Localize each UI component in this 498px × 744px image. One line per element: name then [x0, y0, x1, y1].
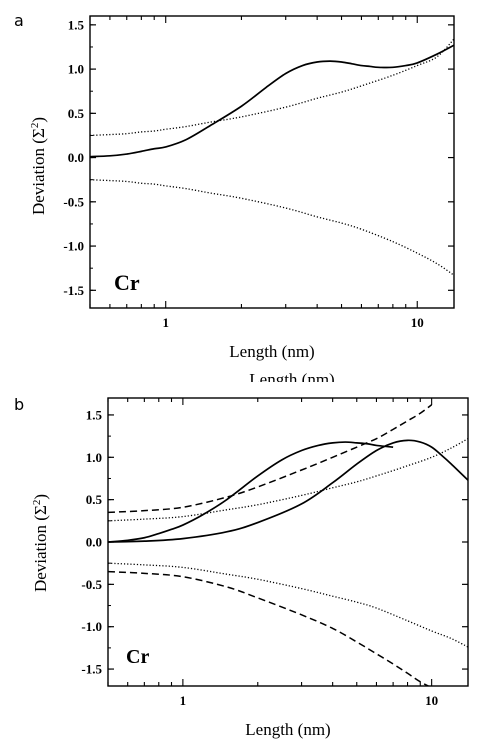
y-axis-title-main: Deviation (Σ — [29, 128, 48, 215]
y-axis-title-close: ) — [29, 117, 48, 123]
x-axis-title: Length (nm) — [229, 342, 314, 361]
x-tick-label: 10 — [411, 315, 424, 330]
y-tick-label: -0.5 — [81, 577, 102, 592]
element-label: Cr — [114, 270, 140, 295]
series-line-dotted — [90, 38, 454, 137]
y-axis-title-close: ) — [31, 494, 50, 500]
y-tick-label: 0.5 — [86, 492, 103, 507]
y-tick-label: 0.0 — [68, 150, 84, 165]
y-tick-label: 1.0 — [86, 450, 102, 465]
y-axis: 1.5 1.0 0.5 0.0 -0.5 -1.0 -1.5 — [81, 407, 468, 677]
y-axis-title-sup: 2 — [29, 123, 41, 129]
y-tick-label: -0.5 — [63, 194, 84, 209]
panel-letter: b — [14, 395, 24, 414]
x-tick-label: 1 — [162, 315, 169, 330]
series-line-dotted — [108, 438, 468, 522]
y-tick-label: 0.5 — [68, 106, 85, 121]
x-tick-label: 1 — [180, 693, 187, 708]
overlap-caption: Length (nm) — [249, 370, 334, 389]
x-axis: 1 10 — [89, 16, 424, 330]
series-line-dotted — [108, 562, 468, 648]
series-group — [90, 38, 454, 276]
series-line-dotted — [90, 179, 454, 276]
y-axis: 1.5 1.0 0.5 0.0 -0.5 -1.0 -1.5 — [63, 17, 454, 298]
element-label: Cr — [126, 646, 149, 668]
panel-b: b 1.5 1.0 0.5 0.0 -0.5 -1.0 -1.5 1 10 Cr Length… — [14, 395, 469, 739]
y-tick-label: -1.0 — [81, 619, 102, 634]
overlap-caption-text: Length (nm) — [249, 370, 334, 389]
y-tick-label: -1.5 — [63, 283, 84, 298]
series-group — [108, 404, 468, 686]
y-axis-title: Deviation (Σ2) — [29, 117, 48, 215]
y-tick-label: -1.5 — [81, 662, 102, 677]
x-axis: 1 10 — [107, 398, 438, 708]
y-tick-label: 0.0 — [86, 535, 102, 550]
panel-a: a 1.5 1.0 0.5 0.0 -0.5 -1.0 -1.5 1 10 Cr Length… — [14, 11, 455, 361]
series-line-solid — [90, 44, 454, 158]
y-tick-label: 1.5 — [68, 17, 85, 32]
series-line-dashed — [108, 404, 433, 514]
series-line-solid — [108, 439, 468, 543]
series-line-dashed — [108, 570, 430, 686]
y-axis-title-sup: 2 — [31, 500, 43, 506]
y-tick-label: 1.5 — [86, 407, 103, 422]
series-line-solid — [108, 441, 394, 543]
plot-frame — [89, 15, 455, 309]
y-tick-label: -1.0 — [63, 239, 84, 254]
x-axis-title: Length (nm) — [245, 720, 330, 739]
y-axis-title-main: Deviation (Σ — [31, 505, 50, 592]
panel-letter: a — [14, 11, 24, 30]
x-tick-label: 10 — [425, 693, 438, 708]
y-tick-label: 1.0 — [68, 62, 84, 77]
y-axis-title: Deviation (Σ2) — [31, 494, 50, 592]
